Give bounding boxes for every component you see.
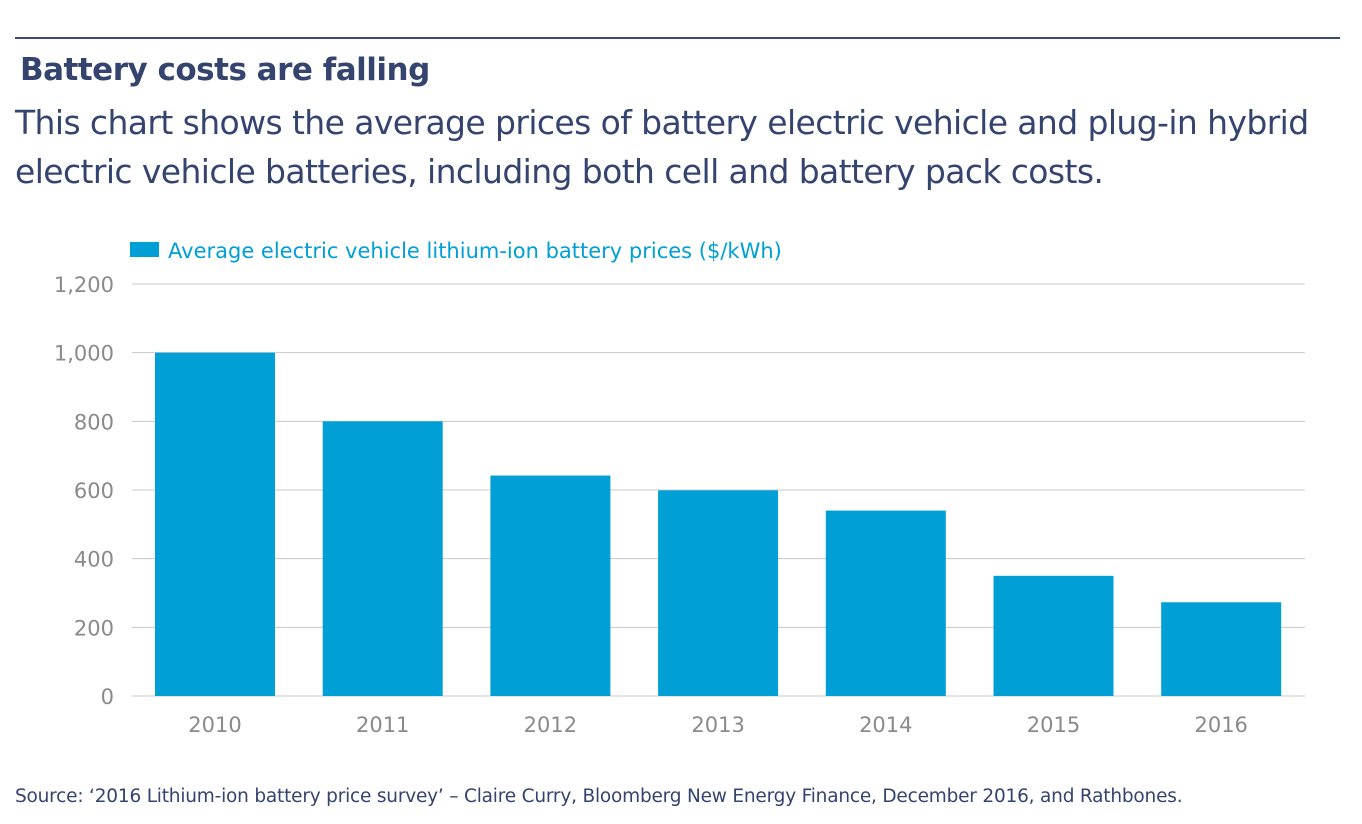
top-rule	[15, 37, 1340, 39]
chart-title: Battery costs are falling	[20, 52, 430, 88]
y-tick-label: 200	[74, 616, 114, 640]
x-tick-label: 2013	[691, 713, 744, 737]
y-tick-label: 0	[101, 685, 114, 709]
bar	[993, 575, 1114, 696]
bars	[155, 352, 1282, 696]
bar	[155, 352, 275, 696]
chart-subtitle: This chart shows the average prices of b…	[15, 103, 1309, 191]
y-tick-label: 1,200	[54, 273, 114, 297]
bar	[322, 421, 443, 696]
x-axis-tick-labels: 2010 2011 2012 2013 2014 2015 2016	[188, 713, 1248, 737]
legend: Average electric vehicle lithium-ion bat…	[130, 239, 782, 263]
legend-label: Average electric vehicle lithium-ion bat…	[168, 239, 782, 263]
bar	[1161, 602, 1282, 696]
y-axis-tick-labels: 0 200 400 600 800 1,000 1,200	[54, 273, 114, 709]
x-tick-label: 2016	[1194, 713, 1247, 737]
x-tick-label: 2011	[356, 713, 409, 737]
bar	[658, 490, 779, 696]
y-tick-label: 1,000	[54, 342, 114, 366]
x-tick-label: 2014	[859, 713, 912, 737]
y-tick-label: 600	[74, 479, 114, 503]
x-tick-label: 2010	[188, 713, 241, 737]
y-tick-label: 400	[74, 548, 114, 572]
y-tick-label: 800	[74, 410, 114, 434]
source-note: Source: ‘2016 Lithium-ion battery price …	[15, 786, 1183, 807]
bar	[490, 475, 611, 696]
bar-chart: Average electric vehicle lithium-ion bat…	[54, 239, 1305, 737]
x-tick-label: 2015	[1027, 713, 1080, 737]
bar	[825, 510, 946, 696]
x-tick-label: 2012	[524, 713, 577, 737]
legend-swatch	[130, 242, 159, 257]
